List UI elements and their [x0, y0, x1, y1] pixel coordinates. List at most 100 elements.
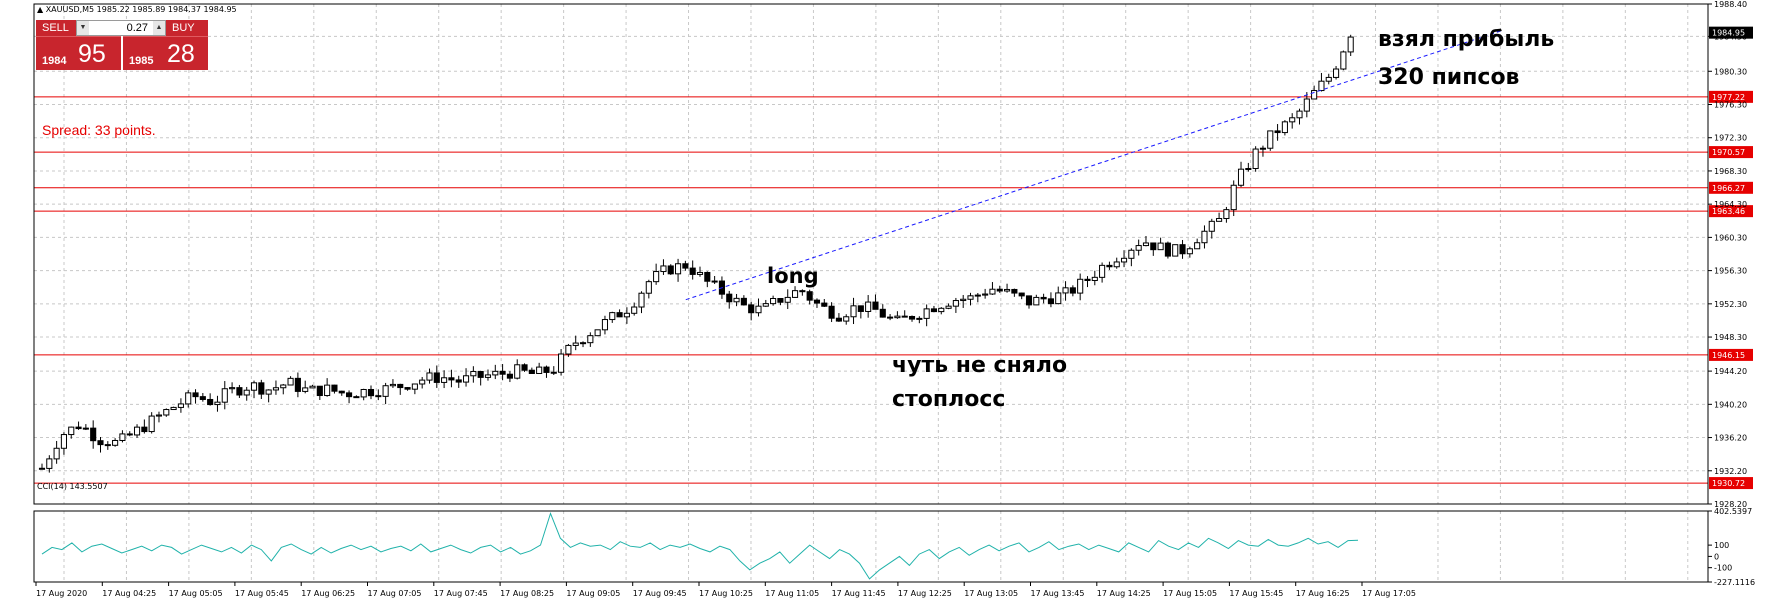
- candle-body: [689, 267, 696, 275]
- candle-body: [813, 299, 821, 304]
- candle-body: [1252, 148, 1259, 170]
- candle-body: [770, 297, 777, 305]
- candle-body: [448, 377, 455, 381]
- candle-body: [996, 288, 1003, 292]
- candle-body: [901, 315, 908, 318]
- trend-line[interactable]: [685, 30, 1503, 301]
- candle-body: [441, 377, 448, 383]
- candle-body: [960, 298, 967, 302]
- candle-body: [967, 295, 974, 300]
- candle-body: [923, 308, 930, 319]
- candle-body: [1303, 98, 1310, 112]
- candle-body: [660, 265, 667, 273]
- chevron-down-icon[interactable]: ▼: [77, 21, 89, 35]
- current-price-label: 1984.95: [1712, 29, 1745, 38]
- y-tick-label: 1952.30: [1714, 300, 1747, 309]
- level-price-label: 1963.46: [1712, 207, 1745, 216]
- candle-body: [1311, 90, 1318, 100]
- level-price-label: 1970.57: [1712, 148, 1745, 157]
- level-price-tag: [1709, 90, 1753, 103]
- candle-body: [872, 301, 879, 310]
- candle-body: [367, 388, 375, 397]
- x-tick-label: 17 Aug 2020: [36, 589, 87, 598]
- level-price-tag: [1709, 477, 1753, 490]
- buy-price-button[interactable]: 1985 28: [123, 36, 208, 70]
- sell-button[interactable]: SELL: [36, 20, 76, 36]
- candle-body: [806, 291, 813, 301]
- candle-body: [938, 307, 945, 313]
- candle-body: [1106, 264, 1113, 268]
- annotation-stop-line2: стоплосс: [892, 387, 1005, 412]
- symbol-header: ▲ XAUUSD,M5 1985.22 1985.89 1984.37 1984…: [37, 5, 237, 14]
- x-tick-label: 17 Aug 13:05: [964, 589, 1018, 598]
- candle-body: [331, 384, 338, 392]
- candle-body: [163, 409, 170, 416]
- horizontal-levels[interactable]: 1977.22 1970.57 1966.27 1963.46 1946.15 1930.…: [34, 90, 1753, 490]
- x-tick-label: 17 Aug 14:25: [1097, 589, 1151, 598]
- candle-body: [1230, 184, 1237, 211]
- cci-tick-label: -100: [1714, 564, 1732, 573]
- y-tick-label: 1932.20: [1714, 467, 1747, 476]
- level-price-tag: [1709, 348, 1753, 361]
- x-tick-label: 17 Aug 10:25: [699, 589, 753, 598]
- cci-label: CCI(14) 143.5507: [37, 482, 108, 491]
- x-tick-label: 17 Aug 16:25: [1296, 589, 1350, 598]
- candle-body: [1062, 287, 1069, 294]
- main-pane-border: [33, 3, 1709, 505]
- candle-body: [360, 388, 367, 398]
- cci-line: [41, 512, 1359, 580]
- annotation-profit-line1: взял прибыль: [1378, 27, 1554, 52]
- x-tick-label: 17 Aug 04:25: [102, 589, 156, 598]
- chart-grid: [34, 3, 1708, 582]
- cci-indicator: [41, 512, 1359, 580]
- candle-body: [587, 335, 594, 344]
- x-tick-label: 17 Aug 17:05: [1362, 589, 1416, 598]
- one-click-trading-panel: SELL ▼ ▲ BUY 1984 95 1985 28: [36, 20, 208, 70]
- y-tick-label: 1940.20: [1714, 400, 1747, 409]
- candle-body: [1040, 296, 1047, 300]
- candle-body: [82, 427, 89, 430]
- candle-body: [1274, 130, 1281, 134]
- lot-size-stepper[interactable]: ▼ ▲: [76, 20, 166, 36]
- candle-body: [229, 387, 236, 390]
- current-price-tag: [1709, 26, 1753, 39]
- candle-body: [1281, 121, 1288, 134]
- x-tick-label: 17 Aug 15:05: [1163, 589, 1217, 598]
- candle-body: [748, 304, 755, 314]
- candle-body: [492, 370, 499, 376]
- y-tick-label: 1928.20: [1714, 500, 1747, 509]
- candle-body: [791, 290, 799, 298]
- candle-body: [696, 271, 704, 275]
- candle-body: [375, 395, 382, 398]
- candle-body: [433, 372, 440, 383]
- candle-body: [258, 382, 265, 395]
- chevron-up-icon[interactable]: ▲: [153, 21, 165, 35]
- candle-body: [908, 315, 916, 320]
- buy-button[interactable]: BUY: [166, 20, 208, 36]
- candle-body: [119, 433, 126, 441]
- sell-price-button[interactable]: 1984 95: [36, 36, 121, 70]
- candle-body: [982, 293, 989, 296]
- candle-body: [112, 439, 119, 446]
- candle-body: [90, 427, 97, 442]
- cci-tick-label: 0: [1714, 552, 1719, 561]
- candlesticks: [38, 34, 1354, 473]
- candle-body: [462, 375, 470, 383]
- x-tick-label: 17 Aug 11:45: [832, 589, 886, 598]
- candle-body: [426, 372, 433, 381]
- candle-body: [1135, 245, 1142, 251]
- sell-price-big: 1984: [42, 55, 67, 67]
- candle-body: [631, 306, 638, 314]
- candle-body: [1018, 292, 1025, 297]
- candle-body: [272, 387, 280, 391]
- candle-body: [1128, 249, 1135, 259]
- candle-body: [1333, 68, 1340, 78]
- candle-body: [53, 447, 60, 460]
- candle-body: [1289, 117, 1296, 123]
- candle-body: [1164, 242, 1171, 257]
- candle-body: [821, 302, 828, 307]
- y-tick-label: 1960.30: [1714, 233, 1747, 242]
- candle-body: [1186, 248, 1193, 255]
- lot-size-input[interactable]: [90, 21, 151, 35]
